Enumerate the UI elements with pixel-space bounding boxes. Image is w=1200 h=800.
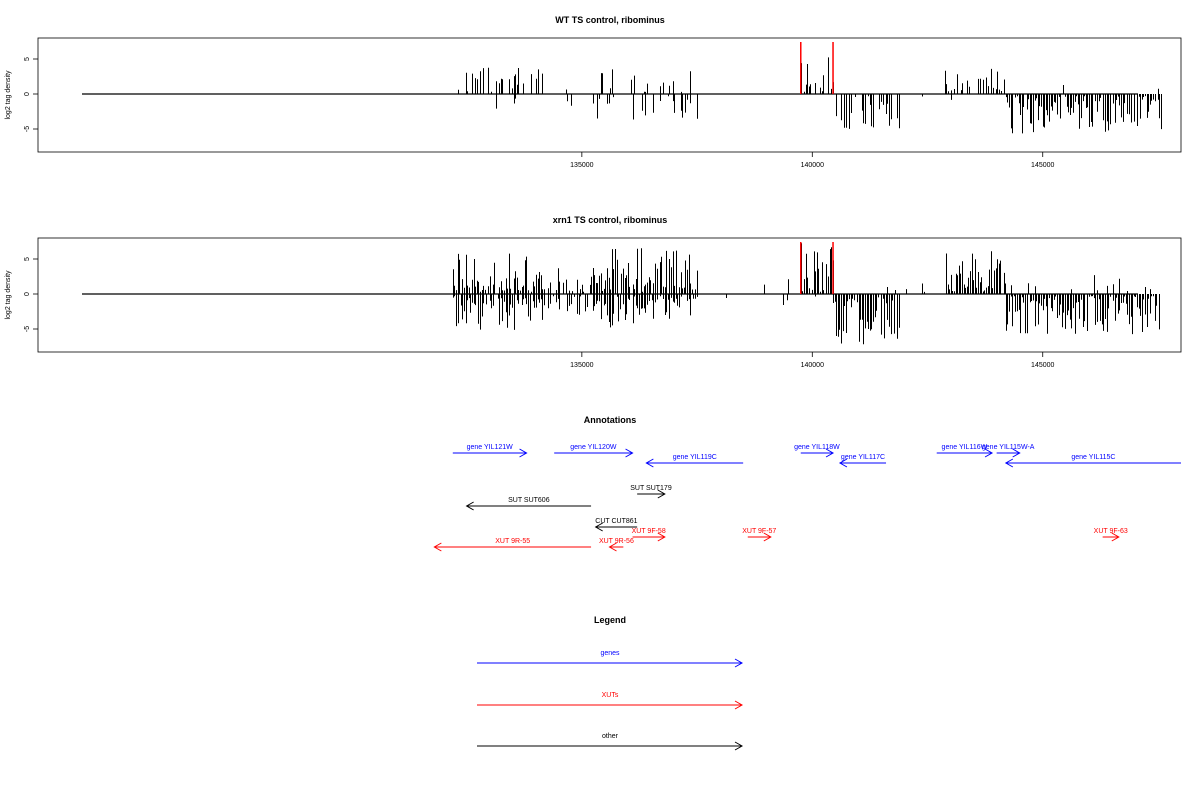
wt-highlight-lines (800, 42, 834, 94)
annotation-label-xut-9f-63: XUT 9F-63 (1094, 528, 1128, 535)
annotation-label-sut-sut606: SUT SUT606 (508, 497, 550, 504)
xrn1-y-tick-label-1: 5 (24, 257, 31, 261)
annotation-arrows: gene YIL121W gene YIL120W gene YIL119C gene… (433, 444, 1181, 552)
xrn1-y-axis: 5 0 -5 (24, 257, 38, 332)
annotation-label-gene-yil118w: gene YIL118W (794, 444, 840, 451)
xrn1-x-tick-label-1: 135000 (570, 362, 593, 369)
annotation-arrow-gene-yil117c (838, 458, 887, 468)
annotation-label-gene-yil121w: gene YIL121W (467, 444, 514, 451)
wt-bars (458, 57, 1162, 134)
xrn1-x-tick-label-2: 140000 (801, 362, 824, 369)
wt-x-axis: 135000 140000 145000 (570, 152, 1055, 169)
annotation-arrow-sut-sut606 (465, 501, 592, 511)
wt-x-tick-label-2: 140000 (801, 162, 824, 169)
annotation-arrow-gene-yil121w (452, 448, 528, 458)
wt-y-tick-label-2: 0 (24, 92, 31, 96)
wt-plot-frame (37, 37, 1182, 153)
annotation-label-gene-yil117c: gene YIL117C (841, 454, 885, 461)
xrn1-x-axis: 135000 140000 145000 (570, 352, 1055, 369)
wt-y-axis-label: log2 tag density (5, 70, 12, 120)
xrn1-track-title: xrn1 TS control, ribominus (553, 215, 668, 225)
annotation-arrow-gene-yil115c (1004, 458, 1181, 468)
legend-arrow-other (477, 741, 744, 751)
annotation-arrow-xut-9f-63 (1102, 532, 1120, 542)
wt-x-tick-label-3: 145000 (1031, 162, 1054, 169)
annotation-arrow-gene-yil116w (936, 448, 994, 458)
legend-title: Legend (594, 615, 626, 625)
xrn1-y-tick-label-2: 0 (24, 292, 31, 296)
xrn1-x-tick-label-3: 145000 (1031, 362, 1054, 369)
xrn1-y-tick-label-3: -5 (24, 326, 31, 332)
annotation-label-xut-9r-55: XUT 9R-55 (495, 538, 530, 545)
legend-label-genes: genes (600, 650, 620, 657)
annotation-label-gene-yil115w-a: gene YIL115W-A (982, 444, 1035, 451)
annotation-arrow-gene-yil118w (800, 448, 835, 458)
xrn1-track-panel: xrn1 TS control, ribominus 135000 140000 1… (5, 215, 1182, 369)
annotation-arrow-gene-yil119c (645, 458, 744, 468)
wt-y-tick-label-1: 5 (24, 57, 31, 61)
wt-y-tick-label-3: -5 (24, 126, 31, 132)
wt-density-bars (458, 57, 1162, 134)
annotation-label-xut-9f-58: XUT 9F-58 (632, 528, 666, 535)
annotation-arrow-gene-yil120w (554, 448, 634, 458)
xrn1-y-axis-label: log2 tag density (5, 270, 12, 320)
xrn1-plot-frame (37, 237, 1182, 353)
annotation-label-gene-yil120w: gene YIL120W (570, 444, 617, 451)
annotations-title: Annotations (584, 415, 637, 425)
annotation-arrow-xut-9r-56 (608, 542, 624, 552)
legend-label-other: other (602, 733, 619, 740)
xrn1-density-bars (453, 243, 1160, 345)
annotation-arrow-gene-yil115w-a (996, 448, 1021, 458)
annotation-label-gene-yil119c: gene YIL119C (673, 454, 717, 461)
annotation-label-sut-sut179: SUT SUT179 (630, 485, 672, 492)
annotation-arrow-sut-sut179 (637, 489, 666, 499)
annotation-label-cut-cut861: CUT CUT861 (595, 518, 637, 525)
annotation-label-xut-9r-56: XUT 9R-56 (599, 538, 634, 545)
xrn1-highlight-lines (800, 242, 834, 294)
legend-arrow-xuts (477, 700, 744, 710)
wt-track-panel: WT TS control, ribominus 135000 140000 145… (5, 15, 1182, 169)
wt-y-axis: 5 0 -5 (24, 57, 38, 132)
wt-x-tick-label-1: 135000 (570, 162, 593, 169)
wt-track-title: WT TS control, ribominus (555, 15, 665, 25)
annotation-arrow-xut-9f-57 (747, 532, 772, 542)
annotation-arrow-cut-cut861 (594, 522, 638, 532)
xrn1-bars (453, 243, 1160, 345)
annotations-panel: Annotations gene YIL121W gene YIL120Wgene… (433, 415, 1181, 552)
annotation-arrow-xut-9r-55 (433, 542, 592, 552)
annotation-label-xut-9f-57: XUT 9F-57 (742, 528, 776, 535)
legend-panel: Legend genes XUTs other (477, 615, 744, 751)
annotation-label-gene-yil116w: gene YIL116W (942, 444, 988, 451)
annotation-arrow-xut-9f-58 (632, 532, 666, 542)
legend-entries: genes XUTs other (477, 650, 744, 751)
annotation-label-gene-yil115c: gene YIL115C (1071, 454, 1115, 461)
legend-arrow-genes (477, 658, 744, 668)
legend-label-xuts: XUTs (602, 692, 619, 699)
